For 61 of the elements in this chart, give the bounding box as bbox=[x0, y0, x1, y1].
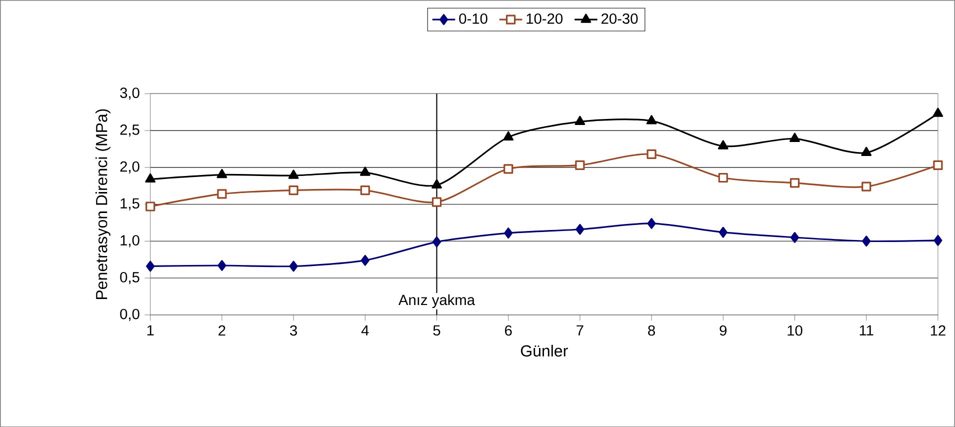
point bbox=[718, 140, 728, 150]
point bbox=[575, 160, 585, 170]
x-tick-label: 11 bbox=[860, 325, 874, 336]
point bbox=[146, 202, 156, 212]
point bbox=[790, 232, 800, 243]
point bbox=[288, 170, 299, 179]
point bbox=[862, 182, 872, 192]
point bbox=[146, 260, 155, 272]
point bbox=[504, 227, 513, 238]
y-tick-label: 0,5 bbox=[120, 272, 140, 284]
point bbox=[718, 226, 728, 238]
point bbox=[933, 160, 943, 170]
y-tick-label: 2,0 bbox=[120, 161, 140, 174]
x-tick-label: 6 bbox=[505, 325, 512, 336]
x-tick-label: 8 bbox=[648, 325, 655, 336]
x-tick-label: 1 bbox=[147, 325, 154, 336]
point bbox=[646, 114, 657, 124]
point bbox=[145, 173, 156, 182]
point bbox=[432, 197, 442, 207]
y-tick-label: 1,5 bbox=[120, 198, 140, 210]
point bbox=[432, 179, 442, 188]
point bbox=[718, 172, 728, 182]
x-tick-label: 10 bbox=[788, 325, 802, 336]
point bbox=[932, 108, 944, 117]
y-axis-title: Penetrasyon Direnci (MPa) bbox=[96, 109, 110, 299]
point bbox=[934, 234, 942, 246]
ref-line-label: Anız yakma bbox=[398, 294, 476, 308]
point bbox=[289, 260, 298, 272]
point bbox=[574, 116, 586, 125]
point bbox=[861, 146, 872, 156]
point bbox=[216, 168, 228, 178]
legend-label: 10-20 bbox=[526, 13, 563, 24]
y-tick-label: 2,5 bbox=[120, 124, 140, 136]
x-tick-label: 3 bbox=[290, 325, 297, 336]
x-axis-title: Günler bbox=[520, 344, 568, 356]
point bbox=[360, 166, 370, 176]
x-tick-label: 2 bbox=[218, 325, 226, 336]
y-tick-label: 1,0 bbox=[120, 235, 140, 248]
x-tick-label: 4 bbox=[361, 325, 369, 336]
legend-label: 20-30 bbox=[602, 13, 638, 24]
point bbox=[504, 164, 514, 174]
point bbox=[790, 178, 800, 188]
x-tick-label: 5 bbox=[433, 325, 440, 336]
point bbox=[790, 132, 800, 142]
point bbox=[576, 224, 584, 235]
point bbox=[647, 218, 656, 229]
point bbox=[862, 236, 871, 246]
point bbox=[288, 185, 298, 195]
point bbox=[503, 131, 514, 140]
point bbox=[217, 189, 227, 199]
point bbox=[360, 185, 370, 195]
x-tick-label: 9 bbox=[720, 325, 727, 336]
x-tick-label: 12 bbox=[930, 325, 946, 336]
point bbox=[218, 260, 226, 271]
legend-label: 0-10 bbox=[459, 13, 488, 24]
point bbox=[646, 149, 656, 159]
point bbox=[432, 236, 442, 248]
point bbox=[360, 254, 370, 266]
x-tick-label: 7 bbox=[576, 325, 584, 336]
y-tick-label: 0,0 bbox=[120, 308, 140, 321]
y-tick-label: 3,0 bbox=[120, 88, 140, 100]
